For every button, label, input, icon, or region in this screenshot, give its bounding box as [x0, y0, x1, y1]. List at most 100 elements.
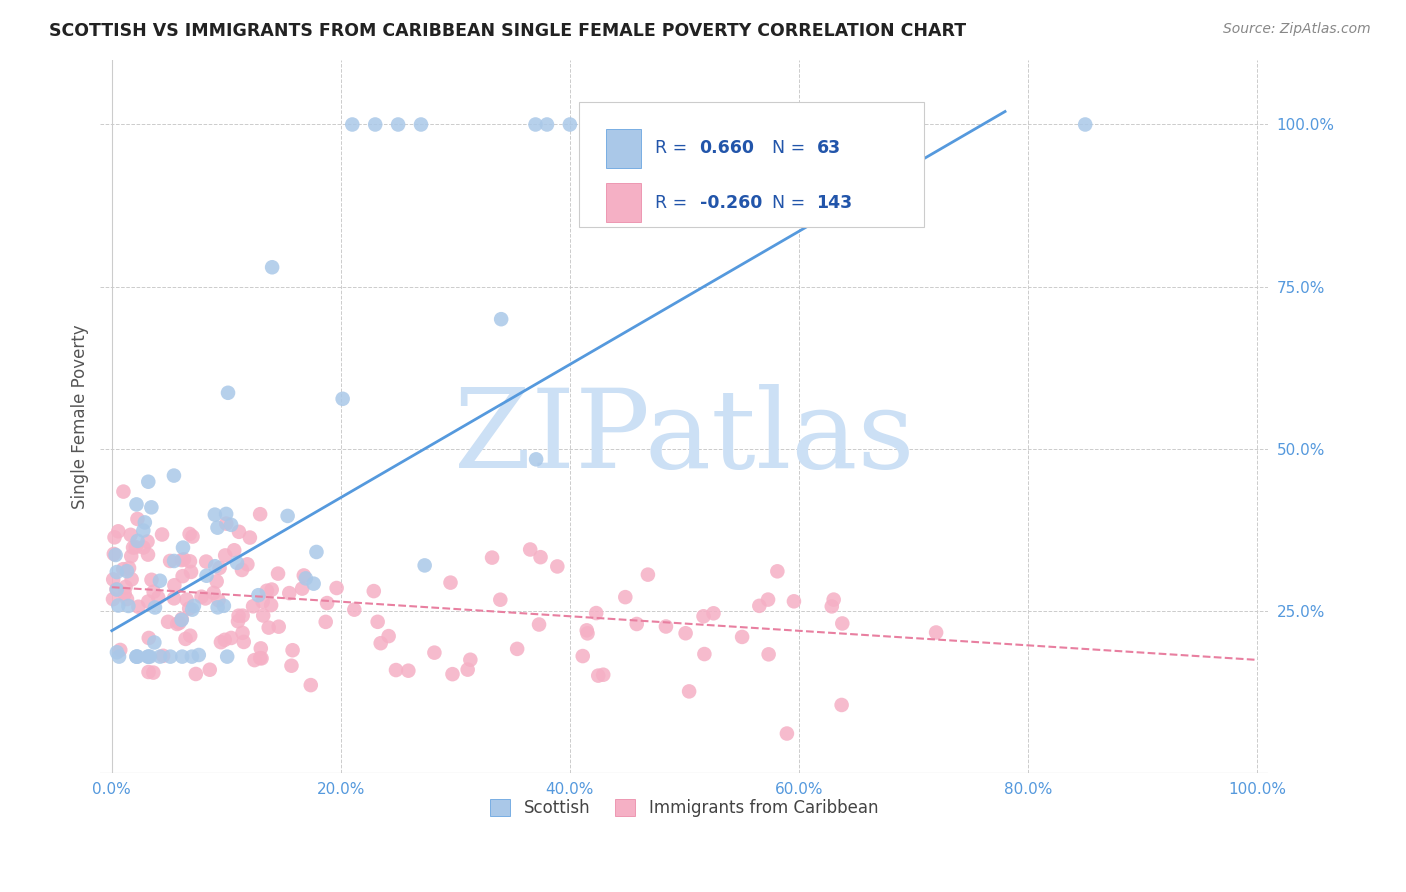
Point — [170, 613, 193, 627]
Point — [367, 615, 389, 629]
Point — [332, 392, 354, 406]
Point — [181, 602, 204, 616]
Point — [342, 118, 364, 132]
Point — [305, 545, 328, 559]
Point — [112, 562, 135, 576]
Point — [748, 599, 770, 613]
Point — [190, 590, 212, 604]
Point — [170, 612, 193, 626]
Point — [163, 591, 186, 606]
Point — [159, 649, 181, 664]
Point — [125, 540, 148, 554]
Point — [207, 593, 229, 607]
Point — [170, 553, 193, 567]
Point — [150, 527, 173, 541]
Point — [103, 547, 125, 561]
Point — [231, 563, 253, 577]
Point — [236, 558, 259, 572]
Point — [756, 592, 779, 607]
Point — [702, 607, 724, 621]
Point — [180, 649, 202, 664]
Point — [316, 596, 339, 610]
Text: ZIPatlas: ZIPatlas — [454, 384, 915, 491]
Point — [232, 635, 254, 649]
Point — [377, 629, 399, 643]
Point — [231, 625, 253, 640]
Point — [481, 550, 503, 565]
Point — [766, 564, 789, 578]
Point — [409, 118, 432, 132]
Point — [249, 641, 271, 656]
Point — [226, 615, 249, 629]
Point — [120, 549, 142, 563]
Point — [209, 635, 232, 649]
Point — [141, 500, 163, 515]
Point — [678, 684, 700, 698]
Point — [105, 582, 128, 597]
Point — [262, 260, 284, 275]
Point — [783, 594, 806, 608]
Point — [758, 648, 780, 662]
Point — [198, 663, 221, 677]
Point — [179, 554, 201, 568]
Point — [208, 561, 231, 575]
Point — [132, 524, 155, 538]
Point — [103, 530, 125, 544]
Point — [239, 531, 262, 545]
Point — [136, 548, 159, 562]
Point — [441, 667, 464, 681]
Point — [121, 572, 143, 586]
Point — [439, 575, 461, 590]
Point — [139, 649, 162, 664]
Point — [626, 617, 648, 632]
Point — [219, 631, 242, 645]
Point — [143, 600, 166, 615]
Text: 63: 63 — [817, 139, 841, 157]
Point — [280, 658, 302, 673]
Point — [214, 632, 236, 647]
Point — [136, 594, 159, 608]
Point — [105, 565, 128, 579]
Point — [291, 582, 314, 596]
Point — [571, 649, 593, 664]
Point — [120, 528, 142, 542]
Point — [179, 601, 201, 615]
Text: SCOTTISH VS IMMIGRANTS FROM CARIBBEAN SINGLE FEMALE POVERTY CORRELATION CHART: SCOTTISH VS IMMIGRANTS FROM CARIBBEAN SI… — [49, 22, 966, 40]
Point — [176, 592, 198, 607]
Point — [163, 468, 186, 483]
Point — [260, 598, 283, 612]
Point — [136, 649, 159, 664]
Point — [831, 698, 853, 712]
Point — [138, 631, 160, 645]
Point — [149, 574, 172, 588]
Point — [103, 573, 125, 587]
Point — [110, 643, 132, 657]
Point — [132, 541, 155, 555]
Point — [675, 626, 697, 640]
Point — [575, 624, 598, 638]
Point — [585, 606, 607, 620]
Point — [217, 385, 239, 400]
Point — [166, 617, 188, 632]
Point — [207, 521, 229, 535]
Point — [180, 565, 202, 579]
Text: Source: ZipAtlas.com: Source: ZipAtlas.com — [1223, 22, 1371, 37]
Point — [105, 582, 128, 597]
Point — [219, 517, 242, 532]
Point — [205, 574, 228, 589]
Point — [529, 550, 551, 565]
Point — [249, 651, 271, 665]
Point — [226, 556, 249, 570]
Point — [107, 599, 129, 613]
Point — [115, 564, 138, 578]
Point — [114, 587, 136, 601]
Point — [260, 582, 283, 597]
Point — [217, 649, 239, 664]
Point — [519, 542, 541, 557]
Point — [252, 594, 274, 608]
Point — [506, 641, 529, 656]
Point — [107, 524, 129, 539]
Point — [588, 668, 610, 682]
Point — [224, 543, 246, 558]
Point — [122, 541, 145, 555]
